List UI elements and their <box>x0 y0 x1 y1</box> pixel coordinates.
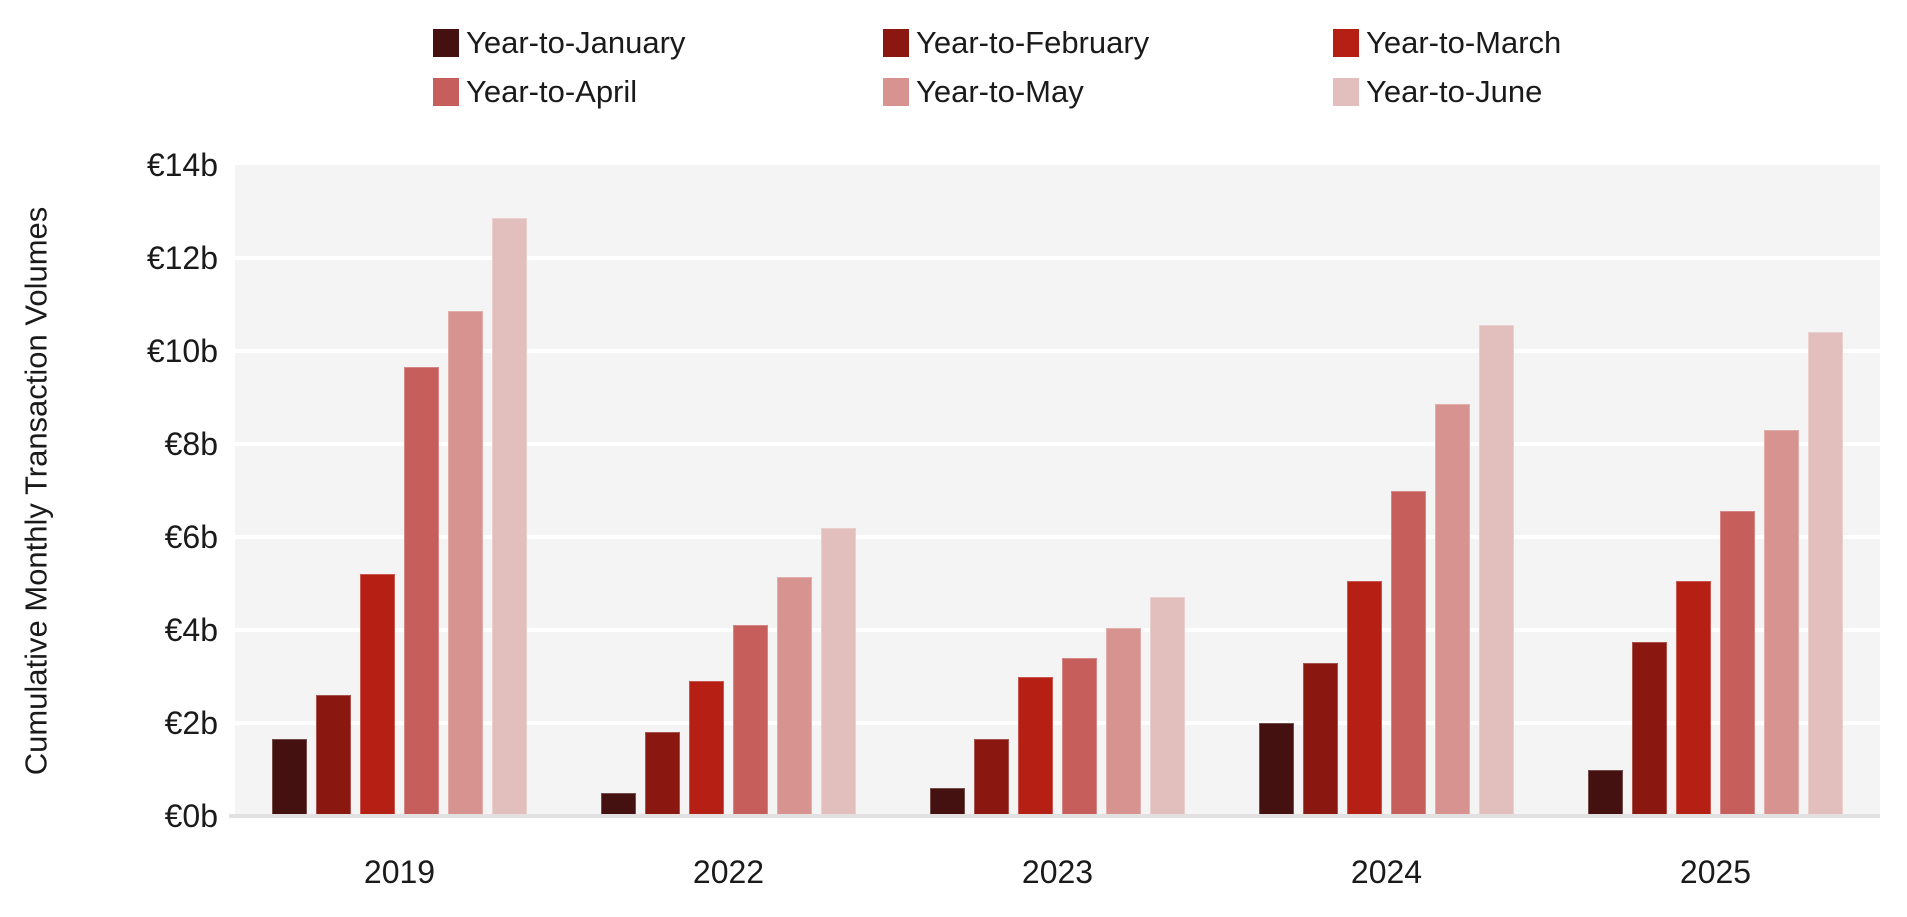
legend: Year-to-January Year-to-February Year-to-M… <box>0 0 1907 130</box>
legend-item-year-to-january: Year-to-January <box>433 26 685 60</box>
legend-item-year-to-may: Year-to-May <box>883 75 1084 109</box>
legend-label: Year-to-February <box>916 25 1150 60</box>
gridline-6b <box>235 535 1880 539</box>
bar-2025-year-to-april <box>1720 511 1755 816</box>
gridline-2b <box>235 721 1880 725</box>
bar-2019-year-to-june <box>492 218 527 816</box>
legend-label: Year-to-January <box>466 25 686 60</box>
bar-2025-year-to-may <box>1764 430 1799 816</box>
y-tick-label-4b: €4b <box>164 612 218 648</box>
y-tick-label-14b: €14b <box>146 147 218 183</box>
bar-2019-year-to-april <box>404 367 439 816</box>
bar-2019-year-to-january <box>272 739 307 816</box>
legend-swatch-icon <box>433 29 459 57</box>
y-tick-label-6b: €6b <box>164 519 218 555</box>
x-tick-label-2025: 2025 <box>1679 854 1752 890</box>
gridline-8b <box>235 442 1880 446</box>
legend-swatch-icon <box>883 29 909 57</box>
bar-2023-year-to-january <box>930 788 965 816</box>
x-tick-label-2019: 2019 <box>363 854 436 890</box>
bar-2025-year-to-march <box>1676 581 1711 816</box>
bar-2024-year-to-april <box>1391 490 1426 816</box>
bar-2019-year-to-march <box>360 574 395 816</box>
legend-label: Year-to-May <box>916 74 1084 109</box>
bar-2023-year-to-may <box>1106 627 1141 816</box>
bar-2022-year-to-february <box>645 732 680 816</box>
legend-item-year-to-february: Year-to-February <box>883 26 1149 60</box>
y-tick-label-12b: €12b <box>146 240 218 276</box>
bar-2023-year-to-april <box>1062 657 1097 816</box>
gridline-10b <box>235 349 1880 353</box>
y-tick-label-8b: €8b <box>164 426 218 462</box>
legend-swatch-icon <box>433 78 459 106</box>
legend-swatch-icon <box>1333 78 1359 106</box>
y-tick-label-0b: €0b <box>164 798 218 834</box>
bar-2024-year-to-january <box>1259 723 1294 816</box>
bar-2025-year-to-january <box>1588 769 1623 816</box>
y-tick-label-10b: €10b <box>146 333 218 369</box>
bar-2025-year-to-february <box>1632 641 1667 816</box>
bar-2022-year-to-march <box>689 681 724 816</box>
plot-area <box>229 165 1880 818</box>
bar-2022-year-to-april <box>733 625 768 816</box>
bar-2023-year-to-february <box>974 739 1009 816</box>
x-tick-label-2023: 2023 <box>1021 854 1094 890</box>
bar-2019-year-to-may <box>448 311 483 816</box>
legend-label: Year-to-March <box>1366 25 1562 60</box>
gridline-12b <box>235 256 1880 260</box>
legend-swatch-icon <box>1333 29 1359 57</box>
bar-2024-year-to-june <box>1479 325 1514 816</box>
bar-2024-year-to-march <box>1347 581 1382 816</box>
bar-2022-year-to-june <box>821 527 856 816</box>
y-tick-label-2b: €2b <box>164 705 218 741</box>
x-tick-label-2022: 2022 <box>692 854 765 890</box>
legend-item-year-to-march: Year-to-March <box>1333 26 1561 60</box>
x-tick-label-2024: 2024 <box>1350 854 1423 890</box>
x-axis-line <box>229 814 1880 818</box>
legend-label: Year-to-April <box>466 74 638 109</box>
bar-2022-year-to-january <box>601 792 636 816</box>
bar-2019-year-to-february <box>316 695 351 816</box>
legend-item-year-to-april: Year-to-April <box>433 75 637 109</box>
x-axis-tick-labels: 2019 2022 2023 2024 2025 <box>235 816 1880 890</box>
legend-swatch-icon <box>883 78 909 106</box>
bar-2024-year-to-february <box>1303 662 1338 816</box>
bar-2023-year-to-june <box>1150 597 1185 816</box>
legend-item-year-to-june: Year-to-June <box>1333 75 1542 109</box>
bar-2023-year-to-march <box>1018 676 1053 816</box>
y-axis-tick-labels: €0b €2b €4b €6b €8b €10b €12b €14b <box>0 147 218 834</box>
bar-2024-year-to-may <box>1435 404 1470 816</box>
bar-2025-year-to-june <box>1808 332 1843 816</box>
legend-label: Year-to-June <box>1366 74 1543 109</box>
bar-2022-year-to-may <box>777 576 812 816</box>
gridline-4b <box>235 628 1880 632</box>
